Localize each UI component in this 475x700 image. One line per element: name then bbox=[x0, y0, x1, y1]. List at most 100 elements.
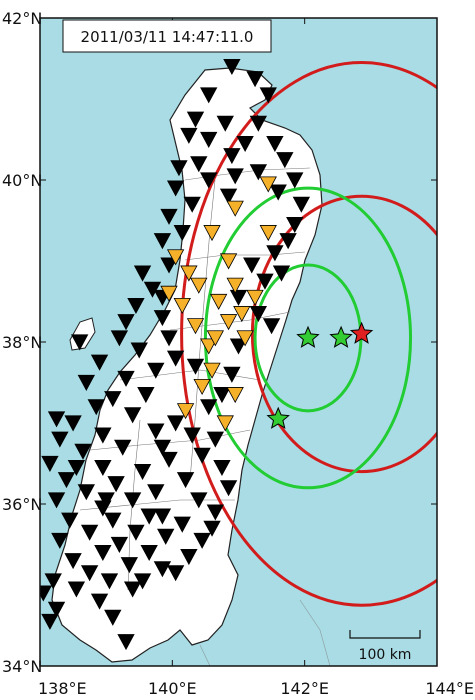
station-marker-black bbox=[166, 415, 185, 432]
station-marker-yellow bbox=[203, 362, 221, 379]
station-marker-black bbox=[173, 516, 191, 533]
station-marker-black bbox=[180, 549, 198, 566]
station-marker-black bbox=[147, 362, 165, 379]
station-marker-black bbox=[61, 512, 79, 529]
station-marker-black bbox=[160, 257, 178, 274]
station-marker-black bbox=[292, 196, 311, 213]
station-marker-yellow bbox=[203, 225, 221, 242]
station-marker-black bbox=[246, 71, 264, 88]
station-marker-black bbox=[266, 135, 284, 152]
station-marker-black bbox=[153, 439, 172, 456]
station-marker-black bbox=[190, 156, 208, 173]
station-marker-yellow bbox=[160, 285, 178, 302]
station-marker-yellow bbox=[236, 330, 254, 347]
station-marker-black bbox=[226, 168, 244, 185]
station-marker-yellow bbox=[226, 387, 244, 404]
station-marker-black bbox=[229, 289, 248, 306]
station-marker-black bbox=[193, 532, 211, 549]
station-marker-black bbox=[256, 273, 274, 290]
station-marker-black bbox=[153, 310, 172, 327]
station-marker-black bbox=[206, 504, 225, 521]
station-marker-black bbox=[183, 196, 201, 213]
station-marker-yellow bbox=[259, 225, 277, 242]
station-marker-yellow bbox=[219, 314, 238, 331]
station-marker-black bbox=[193, 447, 211, 464]
station-marker-black bbox=[147, 423, 165, 440]
epicenters bbox=[266, 321, 374, 429]
station-marker-black bbox=[104, 512, 122, 529]
station-marker-black bbox=[41, 613, 59, 630]
station-marker-black bbox=[153, 561, 172, 578]
lat-label: 36°N bbox=[2, 495, 42, 514]
station-marker-black bbox=[117, 314, 135, 331]
station-marker-black bbox=[94, 459, 112, 476]
axes: 42°N 40°N 38°N 36°N 34°N 138°E 140°E 142°E 144°E bbox=[2, 9, 474, 698]
station-marker-black bbox=[80, 524, 99, 541]
lat-label: 40°N bbox=[2, 171, 42, 190]
green-epicenter-star bbox=[266, 406, 290, 429]
station-marker-black bbox=[269, 184, 287, 201]
station-marker-black bbox=[249, 115, 268, 132]
station-marker-black bbox=[67, 581, 86, 598]
station-marker-black bbox=[117, 634, 135, 651]
station-marker-black bbox=[64, 553, 82, 570]
ocean-lines bbox=[199, 599, 331, 666]
station-marker-black bbox=[133, 265, 152, 282]
station-marker-black bbox=[166, 350, 185, 367]
station-marker-black bbox=[223, 148, 241, 165]
station-marker-black bbox=[110, 536, 129, 553]
station-marker-black bbox=[206, 431, 225, 448]
station-marker-black bbox=[200, 131, 218, 148]
station-marker-black bbox=[47, 601, 66, 618]
station-marker-black bbox=[157, 528, 175, 545]
red-distance-circle bbox=[250, 194, 437, 474]
station-marker-black bbox=[266, 245, 284, 262]
station-marker-yellow bbox=[226, 200, 244, 217]
green-distance-circle bbox=[203, 186, 413, 490]
timestamp-text: 2011/03/11 14:47:11.0 bbox=[81, 28, 254, 46]
station-marker-black bbox=[51, 431, 69, 448]
station-marker-black bbox=[153, 233, 172, 250]
station-marker-black bbox=[223, 366, 241, 383]
station-marker-black bbox=[137, 387, 155, 404]
station-marker-black bbox=[140, 508, 158, 525]
station-marker-yellow bbox=[216, 415, 234, 432]
station-marker-black bbox=[203, 520, 221, 537]
timestamp-box: 2011/03/11 14:47:11.0 bbox=[62, 19, 272, 53]
lat-label: 42°N bbox=[2, 9, 42, 28]
station-marker-black bbox=[190, 492, 208, 509]
station-marker-black bbox=[186, 111, 205, 128]
red-epicenter-star bbox=[349, 321, 374, 344]
station-marker-black bbox=[286, 172, 304, 189]
lon-label: 138°E bbox=[38, 679, 87, 698]
station-marker-black bbox=[127, 524, 145, 541]
station-marker-black bbox=[41, 455, 59, 472]
station-marker-black bbox=[200, 399, 218, 416]
station-marker-black bbox=[51, 532, 69, 549]
station-marker-black bbox=[166, 180, 185, 197]
station-marker-black bbox=[107, 476, 125, 493]
station-marker-black bbox=[104, 609, 122, 626]
station-marker-black bbox=[100, 573, 119, 590]
station-marker-black bbox=[153, 508, 172, 525]
lat-label: 34°N bbox=[2, 657, 42, 676]
station-marker-black bbox=[80, 565, 99, 582]
red-distance-circle bbox=[180, 61, 437, 607]
station-marker-black bbox=[74, 443, 92, 460]
station-marker-yellow bbox=[173, 297, 191, 314]
station-marker-yellow bbox=[206, 330, 225, 347]
station-marker-yellow bbox=[193, 378, 211, 395]
stations-black bbox=[40, 59, 311, 651]
station-marker-black bbox=[186, 358, 205, 375]
station-marker-black bbox=[219, 480, 238, 497]
station-marker-black bbox=[286, 216, 304, 233]
lat-label: 38°N bbox=[2, 333, 42, 352]
station-marker-black bbox=[259, 87, 277, 104]
station-marker-black bbox=[110, 330, 129, 347]
station-marker-black bbox=[272, 265, 291, 282]
station-marker-black bbox=[90, 593, 109, 610]
station-marker-black bbox=[160, 208, 178, 225]
station-marker-black bbox=[219, 188, 238, 205]
station-marker-yellow bbox=[246, 289, 264, 306]
